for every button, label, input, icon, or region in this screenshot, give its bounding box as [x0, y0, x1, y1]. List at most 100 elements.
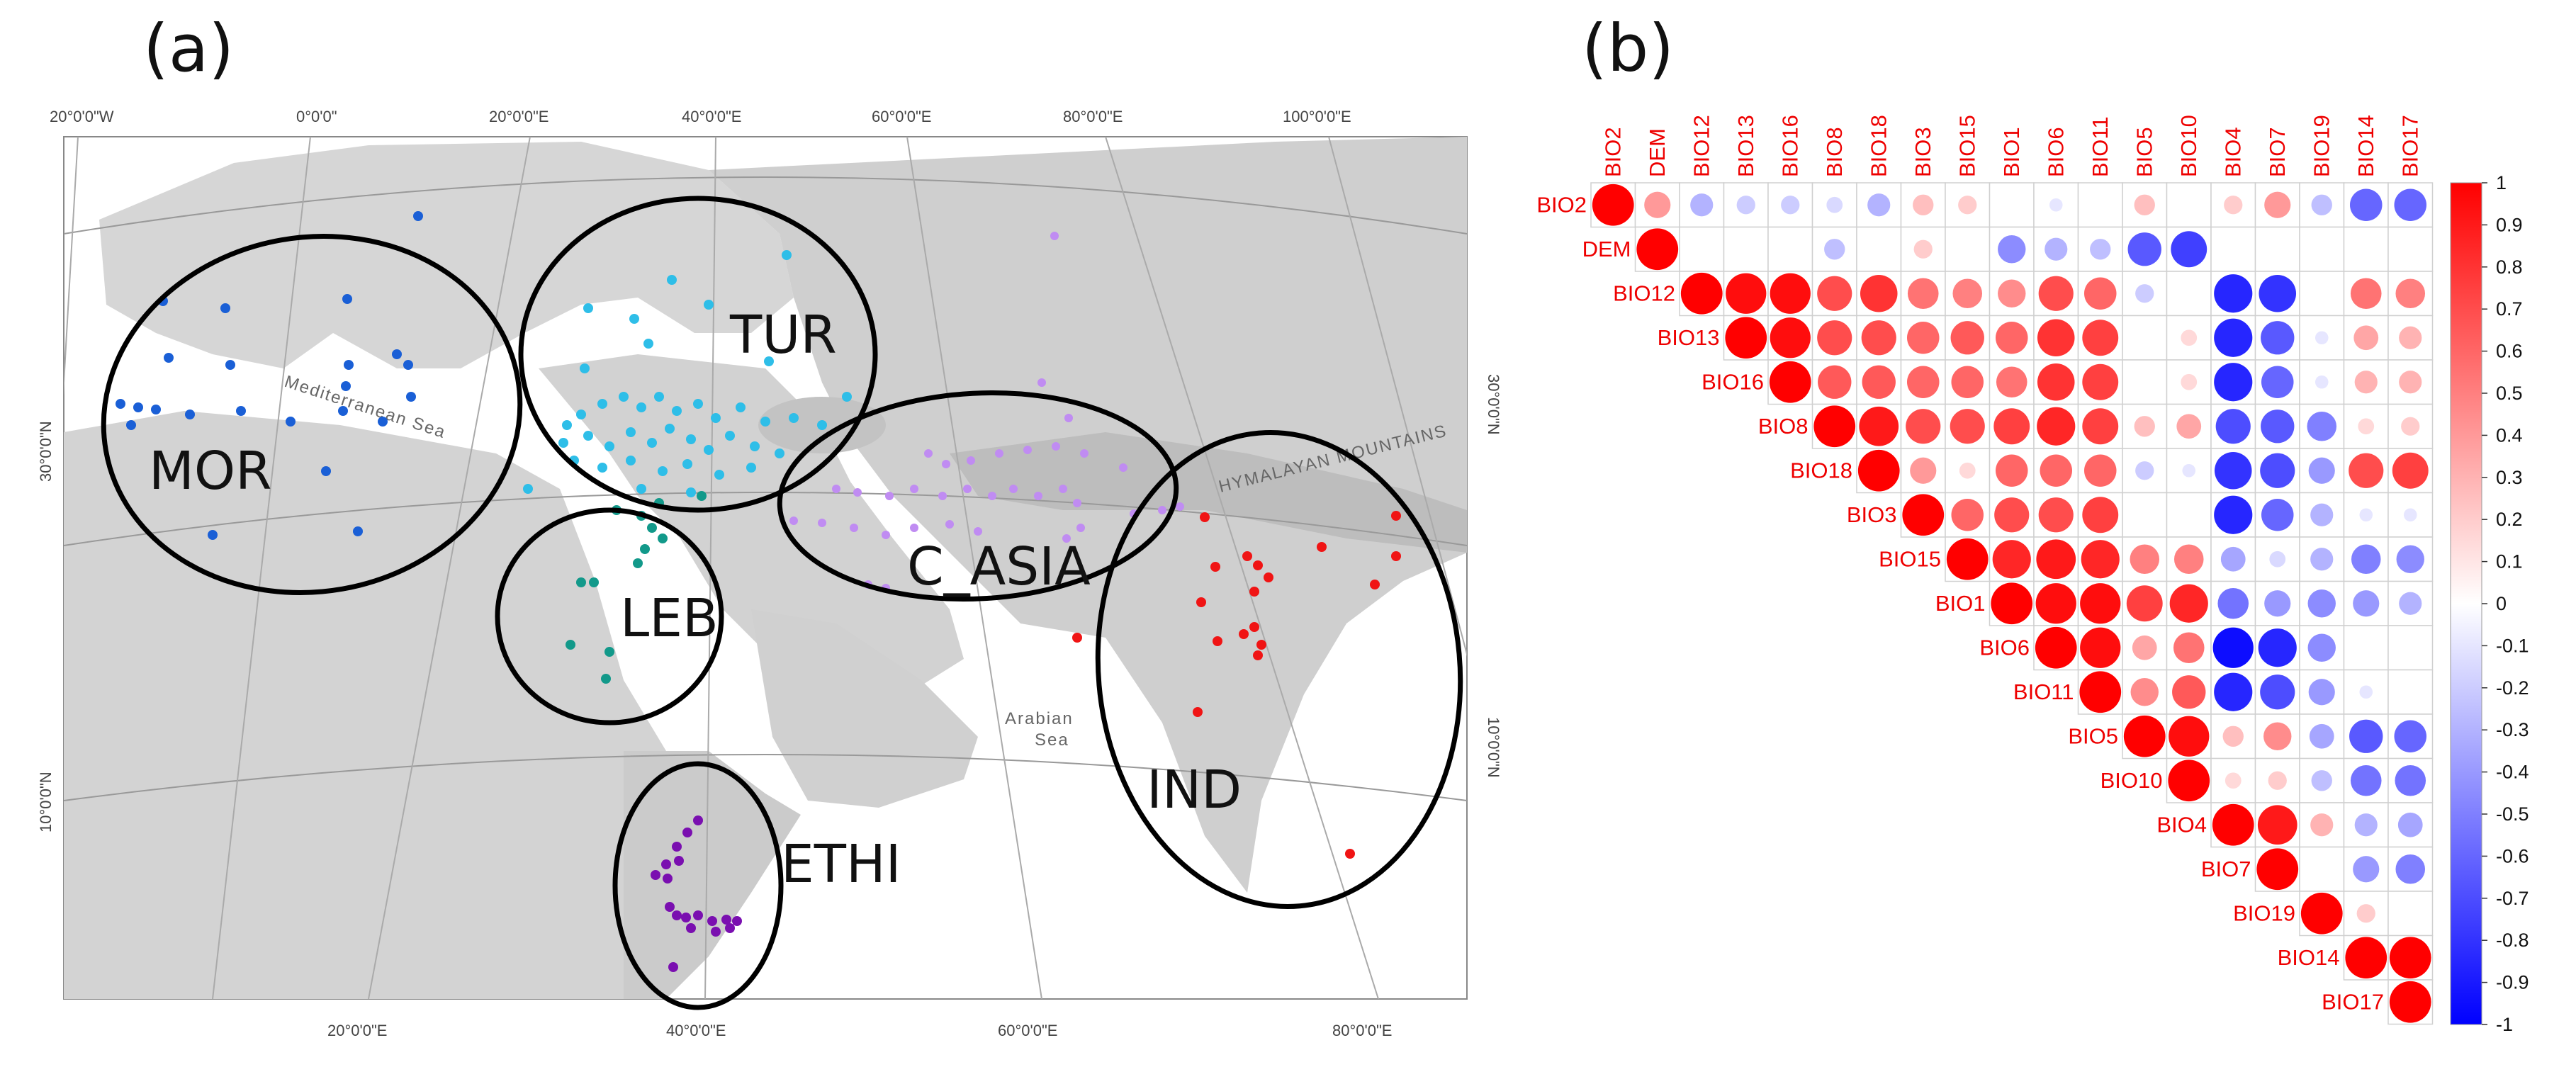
matrix-cell [2166, 492, 2212, 538]
sample-point [558, 438, 568, 448]
column-label: BIO3 [1911, 127, 1935, 177]
panel-a-label: (a) [143, 11, 234, 86]
sample-point [1196, 597, 1206, 607]
correlation-circle [1995, 321, 2028, 354]
lat-label-right: 30°0'0"N [1485, 374, 1502, 435]
sample-point [672, 406, 682, 416]
correlation-circle [2126, 585, 2163, 622]
correlation-circle [2396, 545, 2424, 573]
row-label: DEM [1582, 237, 1631, 261]
correlation-circle [1906, 409, 1941, 444]
column-label: BIO16 [1777, 115, 1802, 177]
correlation-circle [1726, 273, 1767, 314]
correlation-circle [2168, 760, 2210, 802]
colorbar-ticks: 1 0.9 0.8 0.7 0.6 0.5 0.4 0.3 0.2 0.1 0 -0.1 -0.2 -0.… [2482, 172, 2529, 1035]
lon-label: 20°0'0"E [327, 1022, 387, 1039]
lon-label: 0°0'0" [296, 108, 337, 125]
sample-point [626, 427, 636, 437]
sample-point [945, 520, 954, 529]
sample-point [681, 913, 691, 922]
row-label: BIO4 [2156, 812, 2207, 837]
sample-point [732, 916, 742, 926]
sample-point [640, 544, 650, 554]
sample-point [910, 524, 918, 532]
sample-point [988, 492, 996, 500]
sample-point [760, 417, 770, 427]
correlation-circle [2353, 856, 2380, 883]
correlation-circle [1906, 321, 1940, 354]
row-label: BIO13 [1658, 325, 1720, 350]
row-label: BIO3 [1847, 502, 1897, 527]
sample-point [668, 962, 678, 972]
sample-point [342, 294, 352, 304]
sample-point [693, 399, 703, 409]
correlation-circle [2214, 318, 2253, 357]
correlation-circle [1867, 193, 1891, 217]
sample-point [1009, 485, 1018, 493]
correlation-circle [1950, 409, 1985, 444]
correlation-circle [1913, 239, 1933, 259]
sample-point [597, 463, 607, 473]
sample-point [344, 360, 354, 370]
arabian-sea-label: Sea [1035, 730, 1069, 750]
sample-point [604, 647, 614, 657]
correlation-circle [2358, 418, 2375, 435]
matrix-cell [1856, 226, 1902, 272]
correlation-circle [1950, 321, 1984, 355]
correlation-circle [1958, 196, 1977, 215]
sample-point [817, 420, 827, 430]
correlation-circle [2392, 452, 2429, 489]
matrix-cell [1723, 182, 1769, 228]
sample-point [721, 915, 731, 925]
correlation-circle [2182, 463, 2196, 478]
correlation-circle [1946, 538, 1989, 580]
correlation-circle [2080, 583, 2121, 624]
matrix-cell [2343, 226, 2389, 272]
row-label: BIO16 [1702, 369, 1764, 394]
correlation-circle [2258, 628, 2297, 667]
colorbar-tick-label: 0.7 [2496, 298, 2523, 320]
correlation-circle [2359, 508, 2373, 522]
map-landmass [64, 137, 1467, 999]
sample-point [853, 488, 862, 497]
sample-point [116, 399, 125, 409]
sample-point [1370, 580, 1380, 589]
correlation-circle [1824, 239, 1845, 260]
region-ellipse-c-asia [777, 390, 1179, 602]
sample-point [704, 300, 714, 310]
correlation-circle [1817, 320, 1852, 356]
correlation-circle [1644, 191, 1671, 218]
correlation-circle [2399, 592, 2422, 615]
sample-point [1249, 622, 1259, 632]
sample-point [1242, 551, 1252, 561]
colorbar-tick-label: 0.8 [2496, 256, 2523, 278]
sample-point [736, 402, 746, 412]
sample-point [1253, 650, 1263, 660]
region-labels: MOR TUR LEB C_ASIA IND ETHI [149, 305, 1242, 895]
sample-point [711, 413, 721, 423]
correlation-circle [1862, 365, 1896, 399]
correlation-circle [2040, 454, 2073, 487]
sample-point [1176, 502, 1184, 511]
column-label: BIO11 [2088, 116, 2113, 177]
sample-point [1119, 463, 1127, 472]
correlation-circle [2173, 544, 2204, 575]
correlation-circle [2082, 408, 2119, 445]
correlation-circle [2215, 409, 2251, 444]
correlation-circle [2310, 503, 2334, 526]
correlation-circle [1991, 582, 2033, 625]
sample-point [942, 460, 950, 468]
sample-point [604, 441, 614, 451]
colorbar-tick-label: 0.5 [2496, 383, 2523, 404]
sample-point [1050, 232, 1059, 240]
sample-point [963, 485, 972, 493]
colorbar-tick-label: 0.1 [2496, 551, 2523, 572]
correlation-circle [2225, 772, 2242, 789]
sample-point [321, 466, 331, 476]
correlation-circle [2310, 813, 2334, 837]
colorbar-tick-label: -0.7 [2496, 888, 2529, 909]
sample-point [924, 449, 933, 458]
lon-label: 60°0'0"E [872, 108, 931, 125]
sample-point [750, 441, 760, 451]
column-label: BIO15 [1955, 115, 1979, 177]
